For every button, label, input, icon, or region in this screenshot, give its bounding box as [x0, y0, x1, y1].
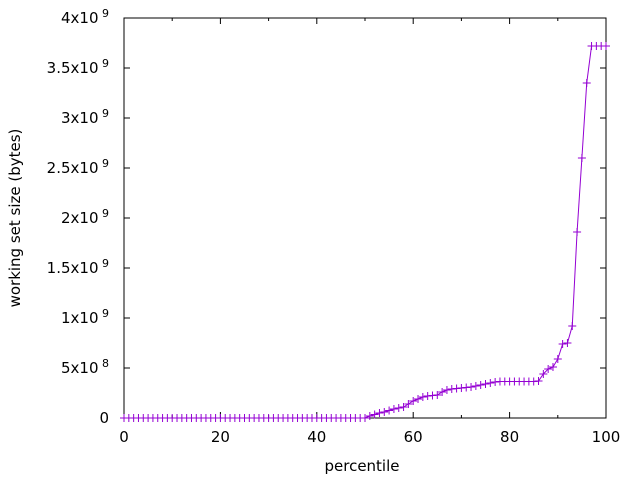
data-point [548, 363, 557, 371]
x-tick-label: 60 [404, 428, 423, 446]
data-point [385, 406, 394, 415]
data-point [471, 382, 480, 390]
x-axis-label: percentile [324, 457, 399, 475]
data-point [577, 154, 586, 162]
data-point [414, 395, 423, 403]
x-tick-label: 0 [119, 428, 129, 446]
data-point [582, 79, 591, 87]
data-point [539, 370, 548, 378]
y-tick-label: 5x10 8 [61, 357, 109, 377]
data-point [442, 386, 451, 394]
data-point [399, 403, 408, 411]
y-tick-label: 3x10 9 [61, 107, 109, 127]
plot-frame [123, 17, 607, 419]
data-point [409, 397, 418, 405]
data-point [553, 355, 562, 363]
data-point [380, 408, 389, 416]
y-tick-label: 1.5x10 9 [47, 257, 109, 277]
plot-area [123, 17, 607, 419]
y-tick-label: 2x10 9 [61, 207, 109, 227]
data-point [370, 410, 379, 419]
data-point [476, 381, 485, 389]
x-tick-label: 20 [211, 428, 230, 446]
data-point [602, 42, 610, 50]
y-tick-label: 1x10 9 [61, 307, 109, 327]
data-point [418, 393, 427, 401]
data-point [534, 377, 543, 385]
data-point [486, 379, 495, 387]
data-point [375, 409, 384, 417]
y-axis-label: working set size (bytes) [6, 129, 24, 308]
x-tick-label: 100 [592, 428, 621, 446]
data-point [563, 339, 572, 347]
data-point [467, 383, 476, 391]
tick-labels: 0 20 40 60 80 100 0 5x10 8 1x10 9 1.5x10 9 2x10 9 2… [47, 7, 621, 446]
data-point [365, 412, 374, 420]
data-point [438, 388, 447, 396]
data-point [389, 405, 398, 413]
y-tick-label: 0 [99, 409, 109, 427]
x-tick-label: 80 [500, 428, 519, 446]
data-point [404, 400, 413, 408]
y-tick-label: 4x10 9 [61, 7, 109, 27]
series-line [124, 45, 606, 419]
data-point [394, 404, 403, 412]
data-series [120, 42, 610, 422]
data-point [568, 322, 577, 330]
data-point [361, 414, 369, 422]
data-point [573, 228, 582, 236]
data-point [544, 365, 553, 373]
data-point [481, 380, 490, 388]
y-tick-label: 2.5x10 9 [47, 157, 109, 177]
x-tick-label: 40 [307, 428, 326, 446]
y-tick-label: 3.5x10 9 [47, 57, 109, 77]
data-point [433, 391, 442, 399]
data-point [558, 340, 567, 348]
